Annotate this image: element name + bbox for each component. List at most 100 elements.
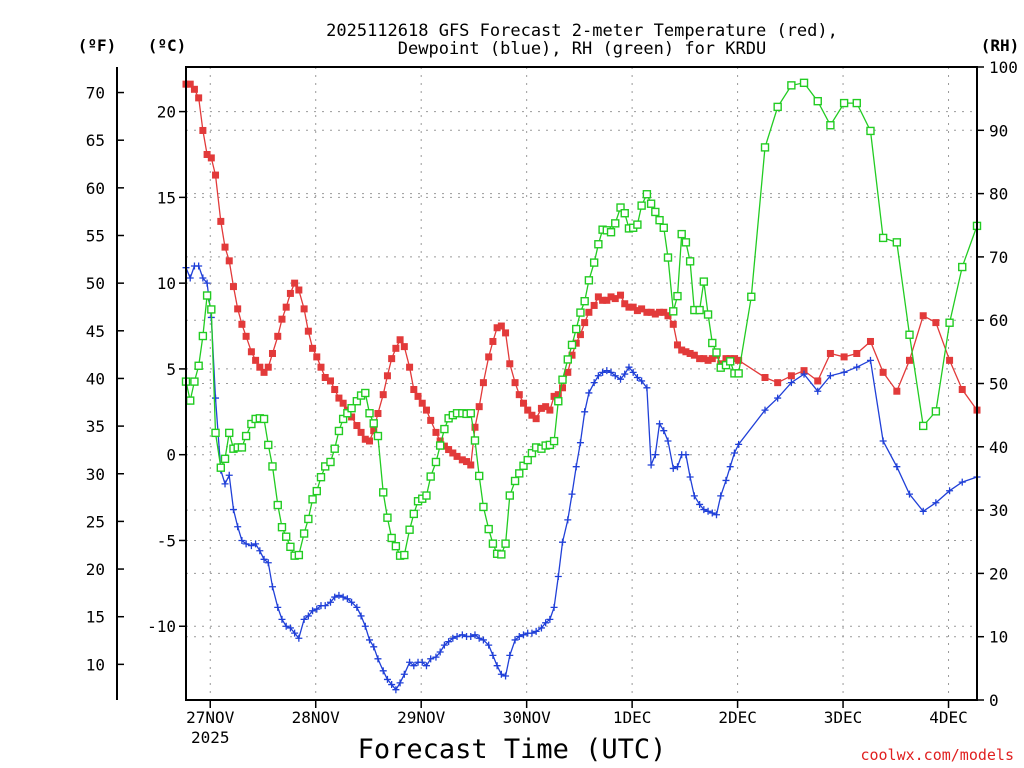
temperature-point — [199, 126, 207, 134]
dewpoint-point — [682, 451, 690, 459]
rh-point — [207, 305, 216, 314]
rh-point — [308, 495, 317, 504]
temperature-point — [445, 446, 453, 454]
dewpoint-point — [532, 627, 540, 635]
rh-tick-label: 80 — [989, 185, 1008, 204]
dewpoint-point — [617, 375, 625, 383]
temperature-point — [436, 437, 444, 445]
dewpoint-point — [268, 583, 276, 591]
rh-point — [383, 513, 392, 522]
rh-point — [369, 419, 378, 428]
rh-tick-label: 10 — [989, 628, 1008, 647]
rh-point — [241, 431, 251, 441]
dewpoint-point — [651, 451, 659, 459]
dewpoint-point — [493, 662, 501, 670]
temperature-point — [238, 320, 246, 328]
rh-tick-label: 90 — [989, 121, 1008, 140]
rh-point — [773, 102, 782, 112]
temperature-point — [651, 310, 659, 318]
temperature-point — [607, 293, 615, 301]
temperature-point — [643, 308, 651, 316]
temperature-point — [559, 384, 567, 392]
temperature-point — [682, 348, 690, 356]
dewpoint-point — [440, 641, 448, 649]
rh-point — [549, 436, 559, 446]
temperature-point — [278, 315, 286, 323]
rh-point — [945, 318, 954, 327]
temperature-point — [207, 154, 215, 162]
temperature-point — [339, 399, 347, 407]
x-axis-label: Forecast Time (UTC) — [358, 734, 667, 765]
fahrenheit-tick-label: 15 — [86, 608, 105, 627]
dewpoint-point — [274, 603, 282, 611]
temperature-point — [678, 346, 686, 354]
temperature-point — [370, 427, 378, 435]
dewpoint-point — [238, 536, 246, 544]
dewpoint-point — [673, 463, 681, 471]
rh-tick-label: 60 — [989, 311, 1008, 330]
temperature-point — [493, 324, 501, 332]
temperature-point — [291, 279, 299, 287]
credit-text: coolwx.com/models — [860, 746, 1014, 764]
dewpoint-point — [611, 372, 619, 380]
temperature-point — [414, 392, 422, 400]
temperature-line — [186, 83, 978, 467]
dewpoint-point — [203, 279, 211, 287]
rh-point — [669, 307, 678, 316]
dewpoint-point — [370, 643, 378, 651]
dewpoint-point — [585, 389, 593, 397]
temperature-point — [730, 355, 738, 363]
rh-point — [422, 491, 431, 500]
rh-point — [347, 403, 356, 413]
rh-point — [387, 533, 396, 543]
dewpoint-point — [485, 641, 493, 649]
fahrenheit-tick-label: 25 — [86, 512, 105, 531]
rh-tick-label: 30 — [989, 501, 1008, 520]
dewpoint-point — [879, 437, 887, 445]
rh-point — [852, 98, 861, 108]
rh-series — [181, 78, 982, 560]
fahrenheit-tick-label: 55 — [86, 226, 105, 245]
temperature-series — [182, 80, 981, 469]
x-tick-label: 3DEC — [824, 708, 863, 727]
temperature-point — [489, 337, 497, 345]
temperature-point — [576, 331, 584, 339]
rh-point — [642, 190, 652, 199]
dewpoint-point — [515, 633, 523, 641]
temperature-point — [190, 85, 198, 93]
temperature-point — [485, 353, 493, 361]
rh-point — [563, 355, 572, 364]
rh-point — [681, 238, 691, 247]
temperature-point — [633, 307, 641, 315]
rh-point — [237, 443, 247, 452]
dewpoint-point — [348, 598, 356, 606]
dewpoint-point — [511, 636, 519, 644]
temperature-point — [475, 403, 483, 411]
dewpoint-point — [603, 367, 611, 375]
rh-point — [892, 238, 902, 247]
dewpoint-point — [366, 636, 374, 644]
dewpoint-point — [264, 559, 272, 567]
celsius-tick-label: 5 — [166, 360, 176, 379]
dewpoint-point — [445, 638, 453, 646]
x-tick-label: 1DEC — [613, 708, 652, 727]
temperature-point — [629, 303, 637, 311]
temperature-point — [400, 343, 408, 351]
temperature-point — [581, 319, 589, 327]
rh-point — [299, 529, 309, 538]
rh-point — [220, 454, 230, 464]
rh-point — [273, 500, 282, 510]
temperature-point — [647, 308, 655, 316]
rh-point — [515, 469, 524, 478]
rh-point — [606, 228, 616, 237]
temperature-point — [840, 353, 848, 361]
dewpoint-point — [467, 633, 475, 641]
rh-point — [799, 78, 809, 88]
rh-point — [321, 462, 330, 471]
dewpoint-point — [195, 262, 203, 270]
temperature-point — [537, 404, 545, 412]
temperature-point — [599, 296, 607, 304]
temperature-point — [590, 301, 598, 309]
rh-point — [286, 542, 295, 552]
temperature-point — [479, 379, 487, 387]
